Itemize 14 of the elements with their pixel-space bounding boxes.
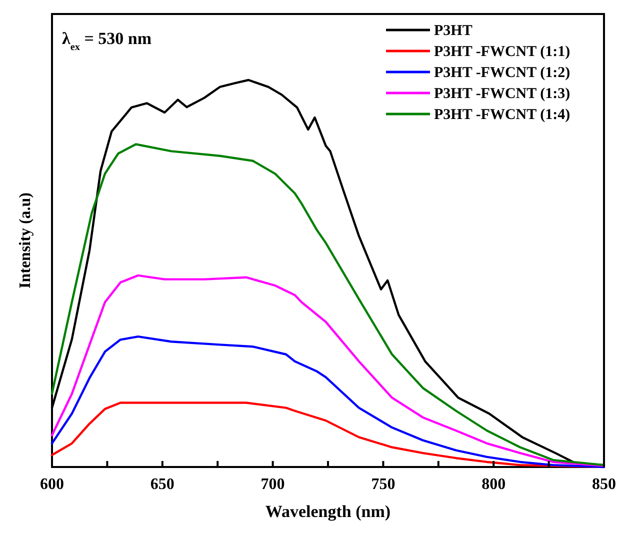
legend-label: P3HT [434, 23, 472, 39]
x-axis-title: Wavelength (nm) [265, 502, 391, 521]
legend-label: P3HT -FWCNT (1:1) [434, 44, 570, 60]
y-axis-title: Intensity (a.u) [17, 192, 34, 289]
x-tick-label: 650 [150, 476, 174, 493]
x-tick-label: 850 [592, 476, 616, 493]
x-tick-label: 750 [371, 476, 396, 493]
legend-label: P3HT -FWCNT (1:3) [434, 86, 570, 102]
legend-label: P3HT -FWCNT (1:2) [434, 65, 570, 81]
x-tick-label: 800 [482, 476, 506, 493]
legend-label: P3HT -FWCNT (1:4) [434, 107, 570, 123]
x-tick-label: 600 [40, 476, 64, 493]
x-tick-label: 700 [260, 476, 285, 493]
text: λ$_{ex}$ = 530 nm [62, 29, 152, 52]
